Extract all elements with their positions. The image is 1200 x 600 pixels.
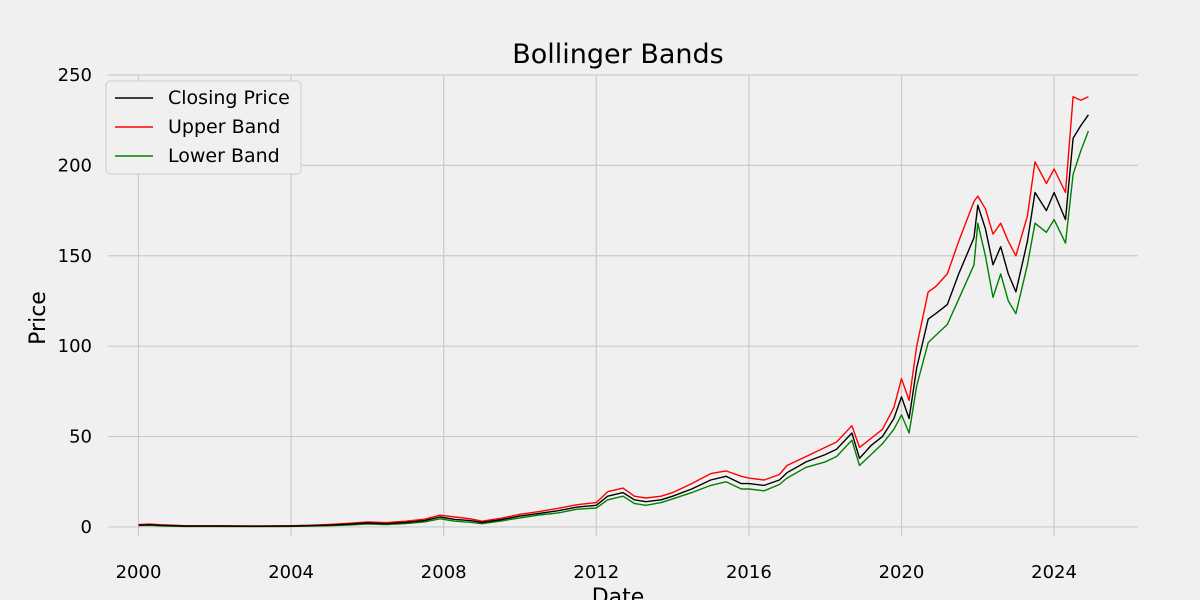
y-tick-label: 100: [58, 336, 92, 357]
x-tick-label: 2008: [421, 562, 467, 583]
y-tick-label: 0: [81, 517, 92, 538]
x-tick-label: 2024: [1031, 562, 1077, 583]
lower-band-line: [138, 130, 1090, 528]
upper-band-line: [138, 95, 1089, 527]
legend-label: Closing Price: [168, 87, 290, 109]
y-tick-label: 150: [58, 246, 92, 267]
y-tick-label: 250: [58, 65, 92, 86]
x-axis-title: Date: [592, 585, 645, 600]
legend-label: Lower Band: [168, 145, 280, 167]
tick-labels: 0 50 100 150 200 250 2000 2004 2008 2012 2016 2020 2…: [58, 65, 1077, 583]
chart-title: Bollinger Bands: [512, 39, 723, 70]
x-tick-label: 2012: [573, 562, 619, 583]
legend-label: Upper Band: [168, 116, 280, 138]
y-axis-title: Price: [26, 291, 51, 345]
closing-price-line: [138, 114, 1089, 527]
legend: Closing Price Upper Band Lower Band: [105, 80, 302, 175]
x-tick-label: 2000: [116, 562, 162, 583]
series-lines: [138, 95, 1090, 528]
x-tick-label: 2016: [726, 562, 772, 583]
y-tick-label: 50: [69, 427, 92, 448]
y-tick-label: 200: [58, 155, 92, 176]
x-tick-label: 2004: [268, 562, 314, 583]
legend-frame: [105, 80, 302, 175]
x-tick-label: 2020: [879, 562, 925, 583]
